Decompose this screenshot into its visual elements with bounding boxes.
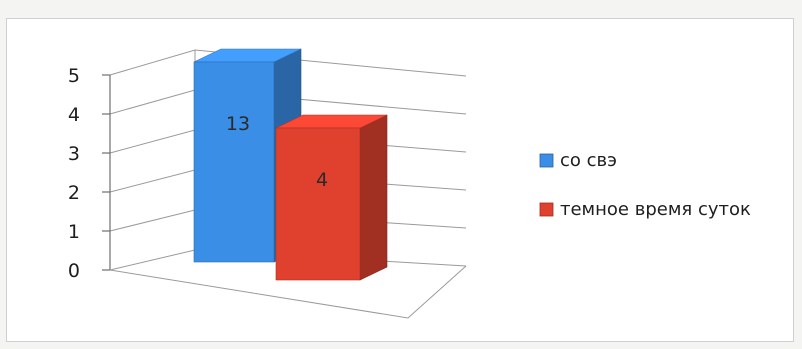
y-tick-labels: 0 1 2 3 4 5 xyxy=(68,65,80,282)
legend-swatch xyxy=(539,202,554,217)
y-tick-label: 2 xyxy=(68,182,80,204)
y-tick-label: 3 xyxy=(68,143,80,165)
legend-label: темное время суток xyxy=(560,199,751,220)
bar-data-label: 4 xyxy=(316,169,328,191)
legend-swatch xyxy=(539,153,554,168)
y-tick-label: 1 xyxy=(68,221,80,243)
bar-data-label: 13 xyxy=(226,113,250,135)
bar-front-face xyxy=(275,127,361,281)
bar-side-face xyxy=(359,114,388,281)
bars: 13 4 xyxy=(193,48,388,281)
legend-item: со свэ xyxy=(539,150,617,171)
legend-label: со свэ xyxy=(560,150,617,171)
legend-item: темное время суток xyxy=(539,199,751,220)
y-tick-label: 5 xyxy=(68,65,80,87)
floor-front-edge xyxy=(109,265,467,319)
bar: 4 xyxy=(275,114,388,281)
legend: со свэ темное время суток xyxy=(539,150,751,220)
y-tick-label: 0 xyxy=(68,260,80,282)
chart-frame xyxy=(6,18,794,342)
y-tick-label: 4 xyxy=(68,104,80,126)
bar-front-face xyxy=(193,61,275,263)
bar: 13 xyxy=(193,48,302,263)
